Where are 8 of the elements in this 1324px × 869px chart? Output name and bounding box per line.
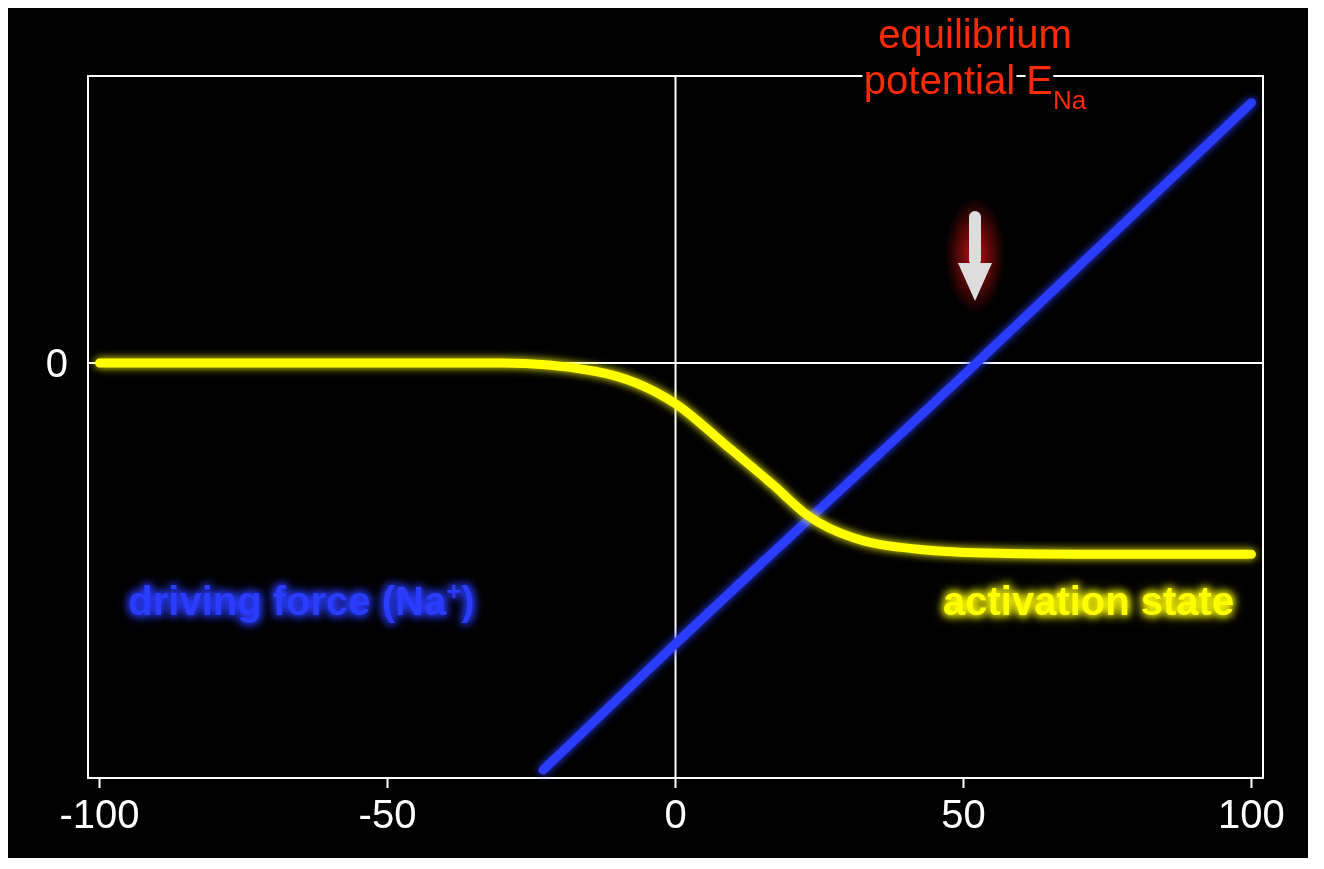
x-tick-label: 50 [941, 792, 986, 836]
series-label: activation state [942, 579, 1235, 624]
x-tick-label: -50 [358, 792, 417, 836]
x-tick-label: 100 [1218, 792, 1285, 836]
x-tick-label: 0 [664, 792, 687, 836]
text: driving force (Na$^{+}$) [128, 576, 475, 624]
ref-line-label: 0 [45, 341, 68, 386]
x-tick-label: -100 [59, 792, 140, 836]
